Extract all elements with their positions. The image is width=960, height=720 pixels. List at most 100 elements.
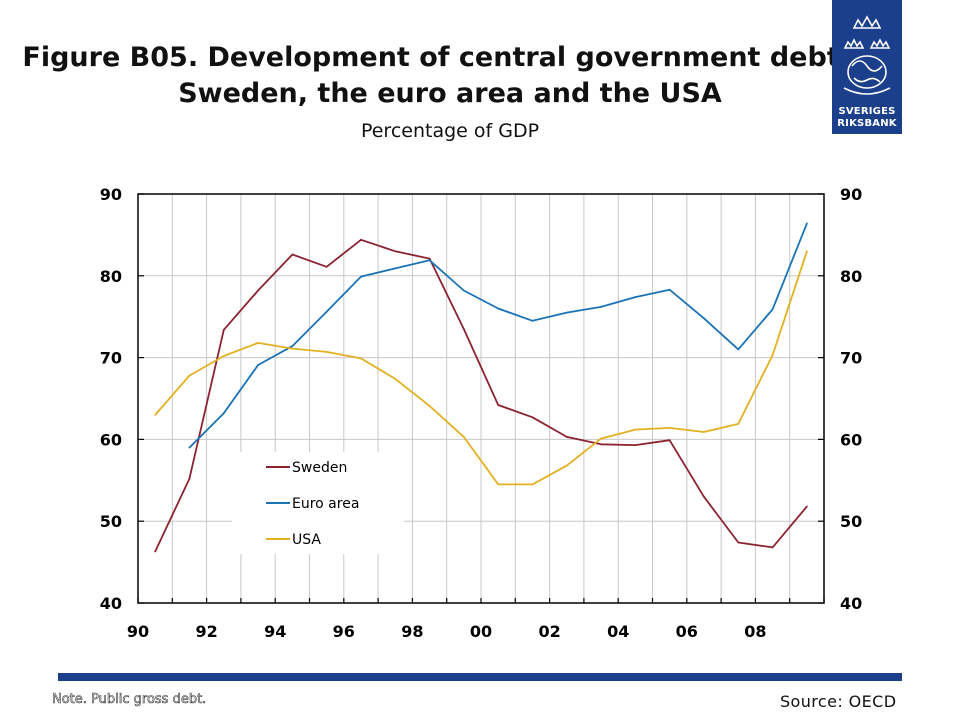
data-point [771, 308, 774, 311]
data-point [257, 289, 259, 292]
series-line-usa [154, 251, 808, 486]
y-tick-label-left: 80 [100, 267, 122, 286]
y-tick-label-right: 90 [840, 185, 862, 204]
data-point [600, 305, 602, 308]
source-label: Source: OECD [780, 692, 897, 711]
y-tick-label-right: 70 [840, 349, 862, 368]
data-point [668, 427, 671, 429]
chart-subtitle: Percentage of GDP [360, 120, 540, 142]
data-point [291, 253, 294, 256]
y-tick-label-right: 60 [840, 430, 862, 449]
chart-title: Figure B05. Development of central gover… [0, 40, 900, 112]
data-point [531, 319, 534, 322]
data-point [188, 477, 191, 480]
x-tick-label: 98 [401, 622, 423, 641]
x-tick-label: 02 [538, 622, 560, 641]
legend-label: Euro area [292, 496, 359, 512]
data-point [497, 404, 500, 406]
x-tick-label: 90 [127, 622, 149, 641]
data-point [291, 347, 294, 350]
data-point [497, 483, 500, 486]
data-point [325, 350, 328, 353]
data-point [394, 377, 397, 380]
data-point [565, 464, 568, 467]
series-layer [154, 222, 808, 553]
data-point [462, 328, 465, 330]
data-point [805, 222, 808, 225]
data-point [771, 354, 774, 357]
data-point [805, 505, 808, 508]
data-point [805, 250, 808, 253]
y-tick-label-left: 50 [100, 512, 122, 531]
chart-title-line-2: Sweden, the euro area and the USA [178, 78, 722, 109]
y-tick-label-right: 80 [840, 267, 862, 286]
data-point [668, 439, 671, 442]
data-point [703, 431, 705, 433]
x-tick-label: 94 [264, 622, 286, 641]
data-point [428, 404, 431, 407]
footnote: Note. Public gross debt. [52, 692, 207, 708]
data-point [325, 310, 328, 313]
y-tick-label-left: 40 [100, 594, 122, 613]
data-point [531, 483, 534, 486]
data-point [600, 443, 602, 446]
data-point [428, 257, 431, 260]
data-point [257, 364, 259, 366]
data-point [394, 250, 397, 253]
legend: Sweden Euro area USA [232, 452, 404, 554]
y-tick-label-left: 60 [100, 430, 122, 449]
x-tick-label: 92 [195, 622, 217, 641]
data-point [257, 341, 259, 344]
data-point [565, 311, 568, 314]
data-point [291, 345, 294, 348]
data-point [771, 546, 774, 549]
data-point [360, 275, 362, 278]
y-tick-label-right: 40 [840, 594, 862, 613]
crown-emblem-icon [843, 15, 891, 95]
data-point [497, 307, 500, 310]
series-line-sweden [154, 238, 808, 552]
x-tick-label: 06 [676, 622, 698, 641]
legend-box [232, 452, 404, 554]
data-point [737, 422, 740, 425]
legend-label: USA [292, 532, 321, 548]
data-point [703, 317, 705, 320]
axis-ticks: 40 40 50 50 60 60 70 70 80 80 90 90 90 92 94 96 98 00 02 04… [100, 185, 863, 641]
x-tick-label: 08 [744, 622, 766, 641]
data-point [154, 550, 157, 553]
x-tick-label: 04 [607, 622, 629, 641]
y-tick-label-left: 90 [100, 185, 122, 204]
data-point [462, 289, 465, 292]
footer-bar [58, 673, 902, 681]
x-tick-label: 00 [470, 622, 492, 641]
data-point [325, 265, 328, 268]
data-point [188, 374, 191, 377]
data-point [360, 238, 362, 241]
x-tick-label: 96 [333, 622, 355, 641]
legend-label: Sweden [292, 460, 347, 476]
data-point [600, 437, 602, 440]
data-point [634, 444, 637, 447]
data-point [428, 259, 431, 262]
data-point [154, 413, 157, 416]
data-point [737, 541, 740, 544]
y-tick-label-left: 70 [100, 349, 122, 368]
y-tick-label-right: 50 [840, 512, 862, 531]
data-point [188, 446, 191, 449]
data-point [394, 267, 397, 270]
riksbank-logo: SVERIGES RIKSBANK [832, 0, 902, 134]
logo-text-line-1: SVERIGES [838, 106, 896, 117]
data-point [360, 357, 362, 360]
data-point [531, 416, 534, 419]
series-line-euro-area [188, 223, 808, 449]
data-point [222, 412, 225, 415]
chart-title-line-1: Figure B05. Development of central gover… [22, 42, 878, 73]
data-point [668, 288, 671, 291]
logo-text-line-2: RIKSBANK [837, 118, 897, 129]
data-point [222, 355, 225, 357]
data-point [565, 436, 568, 438]
data-point [222, 328, 225, 331]
data-point [634, 428, 637, 431]
data-point [703, 495, 705, 498]
